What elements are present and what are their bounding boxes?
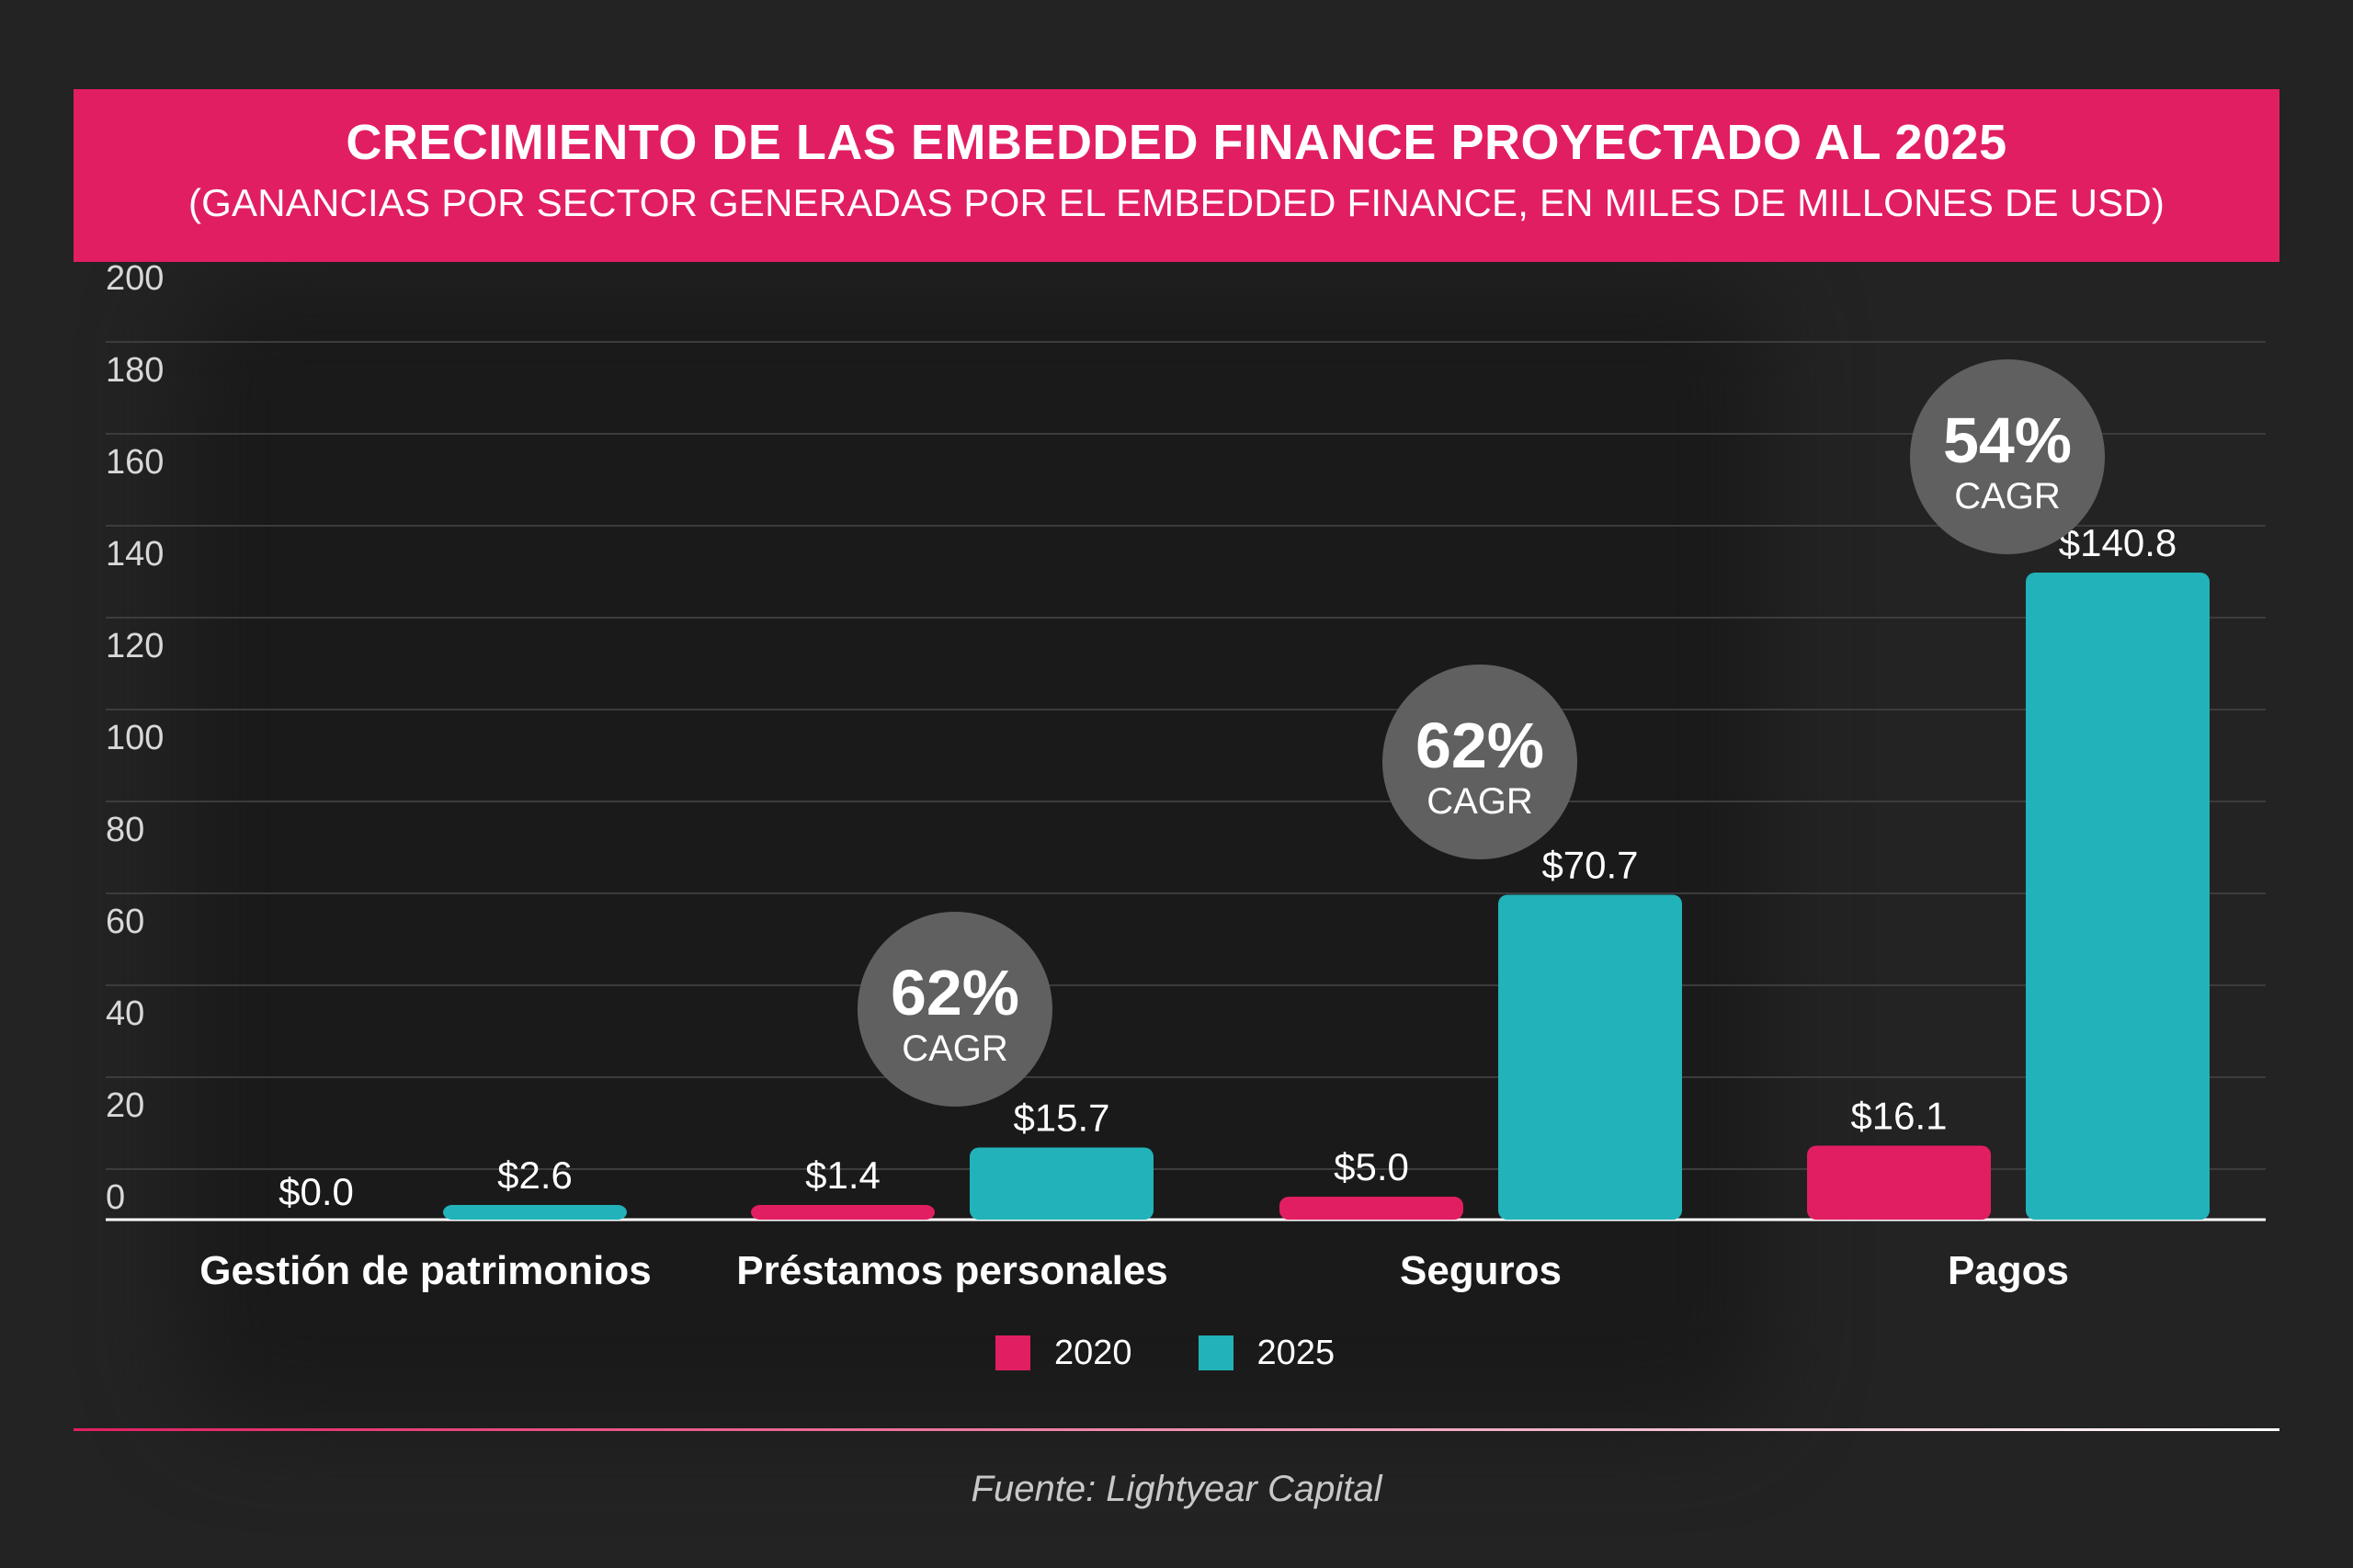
x-category-label: Pagos [1948,1248,2069,1293]
y-tick-label: 120 [106,627,164,665]
legend-label-2020: 2020 [1054,1333,1132,1372]
chart-title: CRECIMIENTO DE LAS EMBEDDED FINANCE PROY… [346,115,2007,170]
x-category-label: Gestión de patrimonios [199,1248,651,1293]
bar-2025-3 [2026,573,2210,1220]
bar-2020-3 [1807,1145,1991,1220]
y-tick-label: 160 [106,443,164,482]
y-tick-label: 60 [106,903,144,941]
chart-subtitle: (GANANCIAS POR SECTOR GENERADAS POR EL E… [188,181,2165,224]
data-label: $70.7 [1541,844,1638,887]
data-label: $2.6 [497,1153,573,1197]
y-tick-label: 20 [106,1086,144,1125]
y-tick-label: 40 [106,994,144,1033]
footer-divider [74,1428,2279,1431]
legend: 2020 2025 [995,1330,1401,1376]
bar-2020-1 [751,1205,935,1220]
legend-swatch-2025 [1198,1335,1233,1370]
data-label: $5.0 [1334,1145,1409,1188]
data-label: $1.4 [805,1153,881,1197]
y-tick-label: 180 [106,351,164,390]
source-note: Fuente: Lightyear Capital [971,1469,1382,1509]
legend-swatch-2020 [995,1335,1030,1370]
bar-2025-1 [970,1147,1154,1220]
bar-2025-2 [1498,894,1682,1220]
data-label: $0.0 [278,1170,354,1213]
y-tick-label: 140 [106,535,164,574]
legend-item-2020: 2020 [995,1334,1132,1373]
bar-chart: 0 20 40 60 80 100 120 140 160 180 200 $0.0 $2.6 Gesti… [106,259,2266,1293]
bar-2020-2 [1279,1197,1463,1220]
data-label: $16.1 [1850,1095,1947,1138]
data-label: $140.8 [2059,521,2177,564]
y-tick-label: 200 [106,259,164,298]
y-tick-label: 100 [106,719,164,757]
cagr-label: CAGR [1954,476,2061,517]
x-category-label: Seguros [1400,1248,1562,1293]
cagr-badge [1910,359,2105,554]
legend-label-2025: 2025 [1256,1333,1336,1372]
x-category-label: Préstamos personales [736,1248,1168,1293]
y-tick-label: 80 [106,811,144,849]
cagr-badge [1382,665,1577,859]
data-label: $15.7 [1013,1096,1109,1140]
cagr-label: CAGR [1427,781,1533,822]
cagr-value: 54% [1943,404,2072,476]
cagr-value: 62% [1415,710,1544,781]
cagr-label: CAGR [902,1028,1008,1069]
cagr-value: 62% [891,957,1019,1028]
title-banner: CRECIMIENTO DE LAS EMBEDDED FINANCE PROY… [74,89,2279,262]
cagr-badge [858,912,1052,1107]
y-tick-label: 0 [106,1178,125,1217]
bar-2025-0 [443,1205,627,1220]
legend-item-2025: 2025 [1198,1333,1336,1373]
